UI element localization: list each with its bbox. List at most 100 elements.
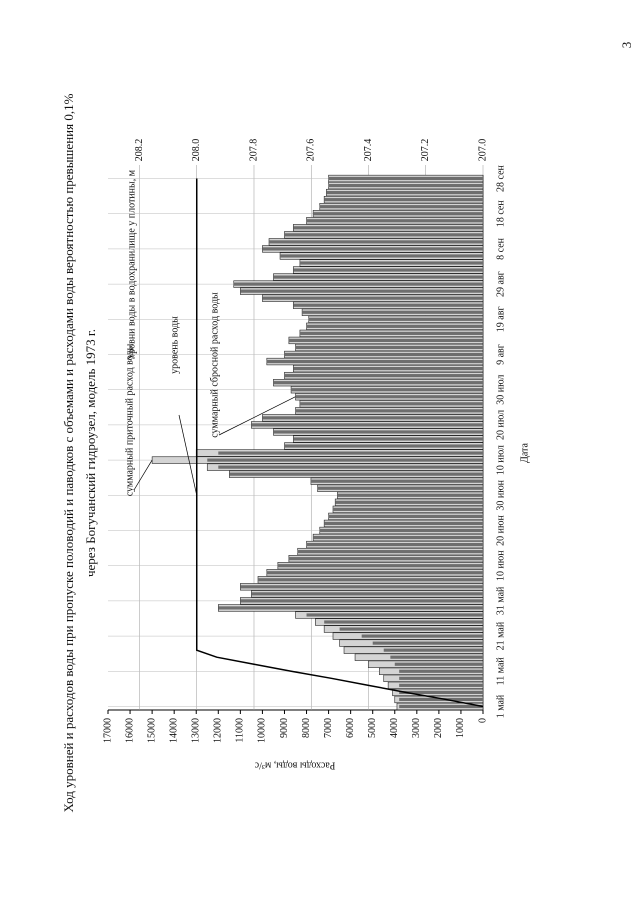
bar — [284, 444, 483, 448]
x-tick-label: 11 май — [495, 657, 506, 686]
bar — [258, 578, 483, 582]
y-tick-label: 15000 — [146, 718, 157, 743]
y2-tick-label: 207.8 — [248, 139, 259, 162]
bar — [262, 296, 484, 300]
bar — [399, 704, 484, 709]
y2-tick-label: 207.0 — [477, 139, 488, 162]
bar — [293, 226, 484, 230]
bar — [302, 310, 483, 314]
x-tick-label: 18 сен — [495, 200, 506, 227]
bar — [361, 634, 484, 638]
x-tick-label: 19 авг — [495, 306, 506, 332]
y-tick-label: 4000 — [389, 718, 400, 738]
annotation-leader — [218, 396, 296, 436]
y-axis-label: Расходы воды, м³/с — [254, 760, 335, 771]
bar — [295, 409, 483, 413]
series-annotation: уровень воды — [169, 316, 180, 374]
bar — [240, 585, 483, 589]
bar — [240, 599, 483, 603]
y-tick-label: 5000 — [367, 718, 378, 738]
bar — [306, 219, 483, 223]
bar — [293, 367, 484, 371]
bar — [273, 381, 483, 385]
y-tick-label: 17000 — [102, 718, 113, 743]
bar — [273, 275, 483, 279]
bar — [295, 395, 483, 399]
bar — [251, 592, 483, 596]
y-tick-label: 10000 — [257, 718, 268, 743]
bar — [240, 289, 483, 293]
bar — [335, 500, 483, 504]
y-tick-label: 11000 — [235, 718, 246, 743]
level-line — [195, 178, 484, 708]
bar — [207, 458, 483, 462]
bar — [262, 247, 484, 251]
y-tick-label: 12000 — [213, 718, 224, 743]
x-tick-label: 29 авг — [495, 271, 506, 297]
x-tick-label: 1 май — [495, 694, 506, 718]
x-tick-label: 28 сен — [495, 164, 506, 191]
bar — [218, 606, 483, 610]
bar — [277, 564, 483, 568]
bar — [324, 521, 484, 526]
bar — [328, 183, 483, 188]
bar — [308, 317, 483, 321]
bar — [293, 268, 484, 272]
bar — [269, 240, 483, 244]
page-number: 3 — [619, 42, 634, 49]
x-tick-label: 9 авг — [495, 344, 506, 365]
bar — [218, 465, 483, 469]
bar — [251, 423, 483, 427]
y-tick-label: 1000 — [455, 718, 466, 738]
annotation-leader — [178, 414, 198, 496]
x-axis-label: Дата — [519, 442, 530, 462]
bar — [306, 542, 483, 547]
x-tick-label: 30 июн — [495, 479, 506, 510]
y-tick-label: 3000 — [411, 718, 422, 738]
bar — [218, 451, 483, 455]
bar — [284, 352, 483, 357]
y2-tick-label: 207.4 — [363, 139, 374, 162]
bar — [399, 669, 484, 673]
bar — [326, 191, 483, 195]
bar — [293, 303, 484, 307]
bar — [293, 437, 484, 441]
series-annotation: суммарный сбросной расход воды — [209, 292, 220, 438]
bar — [266, 359, 483, 364]
bar — [291, 388, 483, 392]
bar — [288, 557, 483, 561]
bar — [266, 571, 483, 575]
y2-axis-label: Уровни воды в водохранилище у плотины, м — [126, 169, 137, 360]
y-tick-label: 14000 — [168, 718, 179, 743]
bar — [299, 261, 484, 265]
bar — [399, 690, 484, 694]
x-tick-label: 20 июл — [495, 410, 506, 440]
y-tick-label: 16000 — [124, 718, 135, 743]
y-tick-label: 0 — [477, 718, 488, 723]
x-tick-label: 31 май — [495, 586, 506, 615]
x-tick-label: 20 июн — [495, 515, 506, 546]
x-tick-label: 10 июл — [495, 445, 506, 475]
bar — [390, 655, 483, 659]
bar — [310, 479, 483, 483]
chart-subtitle: через Богучанский гидроузел, модель 1973… — [83, 329, 98, 577]
bar — [295, 345, 483, 350]
bar — [233, 282, 483, 286]
bar — [324, 620, 484, 624]
bar — [306, 613, 483, 617]
bar — [297, 550, 483, 554]
bar — [394, 662, 483, 666]
y-tick-label: 9000 — [279, 718, 290, 738]
y2-tick-label: 208.0 — [191, 139, 202, 162]
chart-title: Ход уровней и расходов воды при пропуске… — [61, 93, 76, 812]
bar — [306, 324, 483, 328]
bar — [333, 507, 483, 511]
series-annotation: суммарный приточный расход воды — [124, 343, 135, 496]
bar — [372, 641, 483, 645]
bar — [284, 233, 483, 237]
bar — [280, 254, 484, 258]
x-tick-label: 10 июн — [495, 550, 506, 581]
rotated-page: 3 Ход уровней и расходов воды при пропус… — [61, 42, 634, 813]
